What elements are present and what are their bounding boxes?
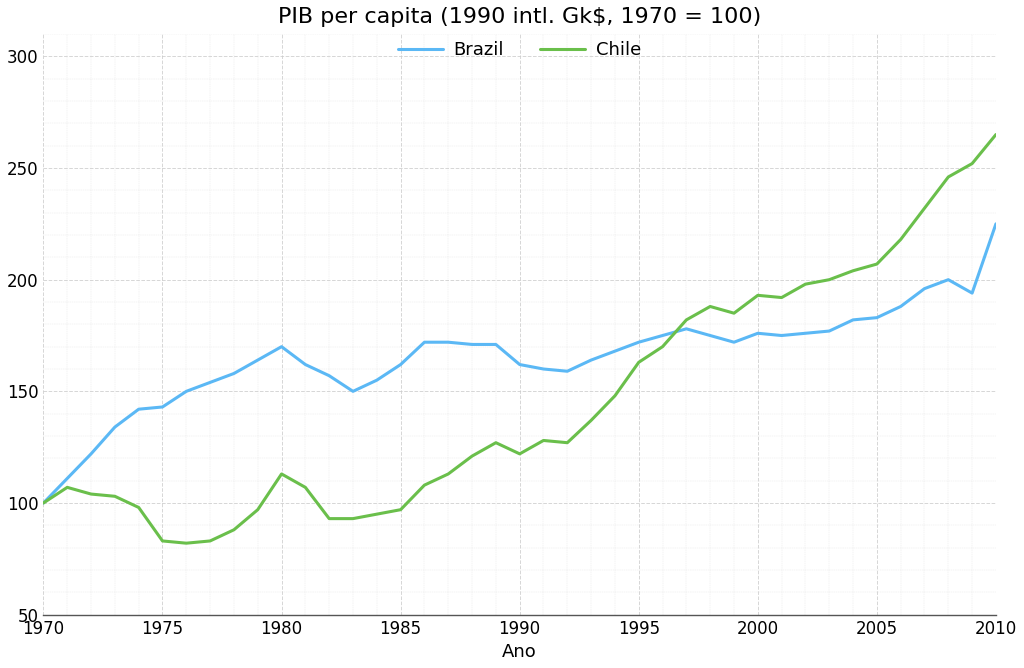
Chile xyxy=(394,506,407,514)
Chile xyxy=(775,293,787,301)
Brazil xyxy=(37,499,49,507)
Brazil xyxy=(394,361,407,369)
Chile xyxy=(705,303,717,311)
Brazil xyxy=(561,367,573,375)
Chile xyxy=(752,291,764,299)
Chile xyxy=(109,492,121,500)
Chile xyxy=(895,236,907,244)
Brazil xyxy=(132,405,144,413)
Brazil xyxy=(656,331,669,339)
Brazil xyxy=(870,314,883,322)
Brazil xyxy=(633,338,645,346)
Line: Chile: Chile xyxy=(43,134,996,543)
Chile xyxy=(347,514,359,522)
Chile xyxy=(227,526,240,534)
Chile xyxy=(609,392,622,400)
Chile xyxy=(489,439,502,447)
Chile xyxy=(656,343,669,351)
Brazil xyxy=(323,371,335,379)
Chile xyxy=(585,416,597,424)
Brazil xyxy=(585,356,597,364)
Brazil xyxy=(728,338,740,346)
Chile xyxy=(847,267,859,275)
Chile xyxy=(561,439,573,447)
Chile xyxy=(418,481,430,489)
Chile xyxy=(990,130,1002,138)
Brazil xyxy=(61,474,74,482)
Chile xyxy=(157,537,169,545)
Chile xyxy=(275,470,288,478)
Chile xyxy=(180,539,193,547)
Brazil xyxy=(180,387,193,395)
Chile xyxy=(371,510,383,518)
Brazil xyxy=(919,285,931,293)
Brazil xyxy=(538,365,550,373)
Chile xyxy=(680,316,692,324)
Brazil xyxy=(609,347,622,355)
Brazil xyxy=(489,341,502,349)
Brazil xyxy=(990,220,1002,228)
X-axis label: Ano: Ano xyxy=(503,643,537,661)
Brazil xyxy=(823,327,836,335)
Brazil xyxy=(371,376,383,384)
Chile xyxy=(728,309,740,317)
Brazil xyxy=(514,361,526,369)
Brazil xyxy=(347,387,359,395)
Brazil xyxy=(252,356,264,364)
Brazil xyxy=(109,423,121,431)
Chile xyxy=(37,499,49,507)
Title: PIB per capita (1990 intl. Gk$, 1970 = 100): PIB per capita (1990 intl. Gk$, 1970 = 1… xyxy=(279,7,761,27)
Brazil xyxy=(942,276,954,284)
Chile xyxy=(633,358,645,366)
Chile xyxy=(252,506,264,514)
Brazil xyxy=(418,338,430,346)
Chile xyxy=(800,280,812,288)
Chile xyxy=(466,452,478,460)
Line: Brazil: Brazil xyxy=(43,224,996,503)
Brazil xyxy=(847,316,859,324)
Brazil xyxy=(442,338,455,346)
Chile xyxy=(323,514,335,522)
Brazil xyxy=(966,289,978,297)
Brazil xyxy=(800,329,812,337)
Chile xyxy=(132,504,144,512)
Chile xyxy=(85,490,97,498)
Brazil xyxy=(466,341,478,349)
Chile xyxy=(299,484,311,492)
Legend: Brazil, Chile: Brazil, Chile xyxy=(390,34,649,67)
Chile xyxy=(823,276,836,284)
Chile xyxy=(204,537,216,545)
Chile xyxy=(514,450,526,458)
Chile xyxy=(870,260,883,268)
Chile xyxy=(538,436,550,444)
Brazil xyxy=(275,343,288,351)
Chile xyxy=(942,173,954,181)
Chile xyxy=(442,470,455,478)
Chile xyxy=(966,160,978,168)
Chile xyxy=(61,484,74,492)
Brazil xyxy=(895,303,907,311)
Brazil xyxy=(204,378,216,386)
Brazil xyxy=(85,450,97,458)
Brazil xyxy=(775,331,787,339)
Brazil xyxy=(299,361,311,369)
Brazil xyxy=(752,329,764,337)
Brazil xyxy=(705,331,717,339)
Brazil xyxy=(680,325,692,333)
Brazil xyxy=(157,403,169,411)
Chile xyxy=(919,204,931,212)
Brazil xyxy=(227,369,240,377)
